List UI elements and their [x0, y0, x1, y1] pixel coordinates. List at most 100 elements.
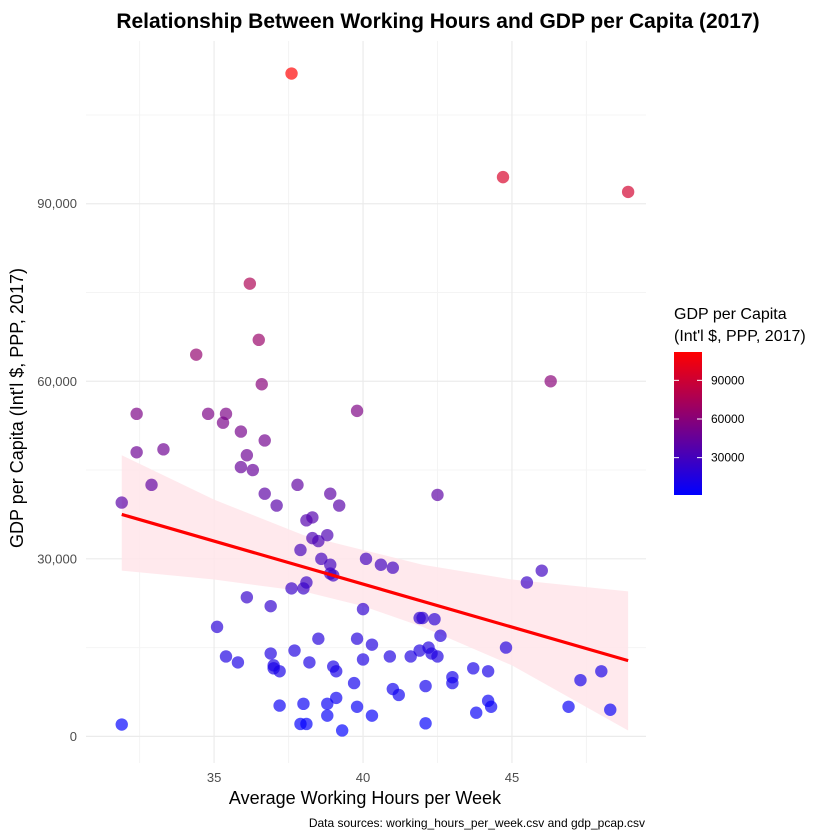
data-point: [303, 656, 316, 669]
legend-title-line-2: (Int'l $, PPP, 2017): [674, 328, 806, 345]
x-tick-label: 40: [356, 770, 370, 785]
y-tick-label: 90,000: [37, 196, 77, 211]
data-point: [481, 665, 495, 678]
data-point: [374, 558, 388, 571]
data-point: [383, 650, 397, 663]
legend-colorbar: [674, 352, 702, 495]
data-point: [255, 378, 268, 391]
data-point: [544, 375, 557, 388]
y-axis-label: GDP per Capita (Int'l $, PPP, 2017): [7, 268, 27, 548]
data-point: [595, 665, 608, 678]
y-axis-ticks: 0 30,000 60,000 90,000: [37, 196, 77, 744]
data-point: [201, 407, 215, 421]
data-point: [273, 665, 286, 678]
minor-gridlines: [86, 41, 646, 763]
data-point: [467, 662, 480, 675]
data-point: [365, 638, 379, 651]
data-point: [240, 449, 254, 462]
data-point: [356, 602, 370, 616]
data-point: [416, 611, 429, 625]
legend-tick-label: 60000: [711, 412, 745, 426]
data-point: [330, 665, 343, 678]
x-tick-label: 45: [505, 770, 519, 785]
data-point: [535, 564, 548, 577]
data-point: [306, 511, 319, 524]
chart-title: Relationship Between Working Hours and G…: [116, 10, 759, 33]
data-point: [365, 709, 379, 722]
data-point: [312, 534, 325, 548]
data-point: [484, 700, 498, 713]
legend-ticks: 30000 60000 90000: [674, 373, 745, 465]
data-point: [291, 478, 304, 492]
data-point: [294, 543, 307, 557]
data-point: [431, 488, 444, 502]
data-points: [115, 67, 635, 737]
data-point: [130, 407, 143, 421]
data-point: [621, 185, 635, 199]
data-point: [419, 717, 432, 730]
x-tick-label: 35: [207, 770, 221, 785]
data-point: [321, 697, 334, 711]
data-point: [419, 679, 432, 693]
data-point: [321, 528, 334, 542]
trend-line: [121, 512, 629, 663]
data-point: [520, 576, 534, 589]
data-point: [315, 552, 328, 566]
data-point: [386, 561, 400, 574]
trend-line-layer: [121, 512, 629, 663]
data-point: [273, 699, 286, 712]
data-point: [216, 416, 230, 429]
data-point: [359, 552, 373, 566]
confidence-band: [121, 455, 629, 731]
data-point: [157, 443, 170, 456]
data-point: [434, 629, 447, 642]
data-point: [234, 460, 248, 474]
confidence-band-layer: [121, 455, 629, 731]
data-point: [297, 582, 310, 595]
data-point: [258, 487, 271, 500]
data-point: [604, 703, 617, 716]
data-point: [332, 499, 346, 512]
data-point: [130, 446, 143, 459]
data-point: [350, 632, 364, 645]
data-point: [562, 700, 575, 713]
data-point: [285, 67, 298, 80]
data-point: [264, 647, 277, 660]
data-point: [240, 591, 254, 604]
data-point: [270, 499, 283, 512]
data-point: [496, 170, 510, 184]
data-point: [413, 644, 426, 657]
data-point: [190, 348, 203, 361]
data-point: [300, 717, 313, 731]
data-point: [288, 644, 301, 657]
data-point: [446, 676, 459, 690]
data-point: [574, 673, 587, 687]
data-point: [392, 688, 405, 702]
data-point: [312, 632, 325, 645]
data-source-caption: Data sources: working_hours_per_week.csv…: [309, 816, 645, 830]
data-point: [252, 333, 265, 347]
data-point: [428, 612, 441, 626]
data-point: [330, 691, 343, 705]
data-point: [431, 650, 444, 663]
data-point: [285, 582, 298, 595]
data-point: [231, 656, 245, 669]
data-point: [210, 620, 224, 634]
x-axis-label: Average Working Hours per Week: [229, 788, 502, 808]
data-point: [115, 718, 128, 731]
data-point: [499, 641, 513, 654]
data-point: [145, 478, 158, 492]
data-point: [347, 676, 361, 690]
x-axis-ticks: 35 40 45: [207, 770, 519, 785]
data-point: [246, 463, 260, 477]
data-point: [356, 653, 370, 666]
data-point: [350, 404, 364, 418]
data-point: [470, 706, 483, 719]
data-point: [321, 709, 334, 722]
legend-title-line-1: GDP per Capita: [674, 306, 787, 323]
data-point: [335, 724, 349, 737]
data-point: [264, 599, 277, 613]
data-point: [115, 496, 128, 509]
color-legend: GDP per Capita (Int'l $, PPP, 2017) 3000…: [674, 306, 806, 495]
